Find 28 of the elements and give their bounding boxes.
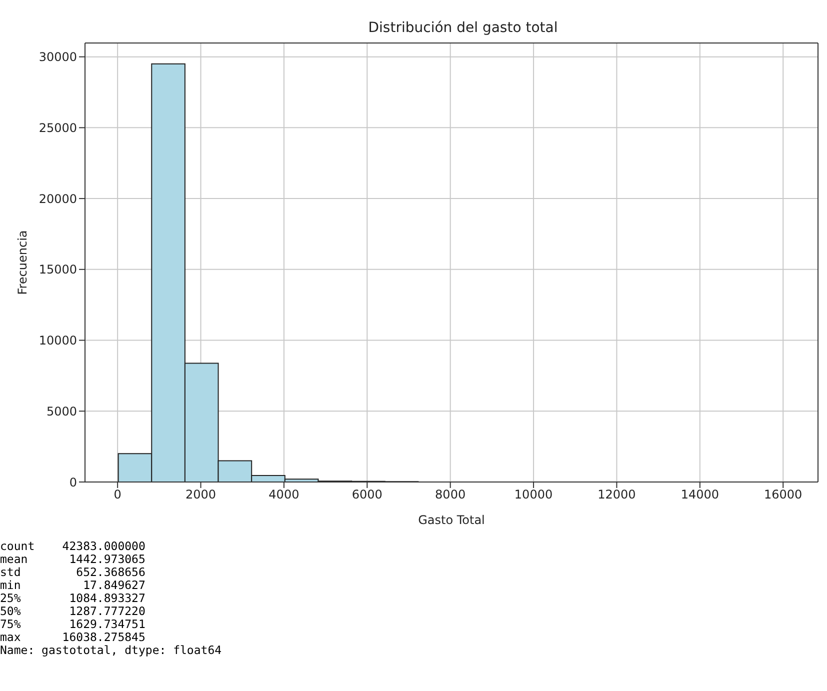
text: 75% 1629.734751 [0, 617, 146, 631]
text: 50% 1287.777220 [0, 604, 146, 618]
x-tick-label: 10000 [514, 488, 553, 502]
text: std 652.368656 [0, 565, 146, 579]
x-tick-label: 8000 [435, 488, 466, 502]
x-tick-label: 12000 [598, 488, 636, 502]
text: mean 1442.973065 [0, 552, 146, 566]
y-tick-label: 30000 [38, 50, 77, 64]
x-tick-label: 16000 [764, 488, 802, 502]
y-tick-label: 10000 [38, 334, 77, 348]
x-tick-label: 2000 [185, 488, 216, 502]
text: min 17.849627 [0, 578, 146, 592]
x-tick-label: 4000 [268, 488, 300, 502]
x-tick-label: 0 [114, 488, 122, 502]
y-axis-title: Frecuencia [15, 230, 30, 295]
y-tick-label: 20000 [38, 192, 77, 206]
y-tick-label: 15000 [38, 262, 77, 277]
y-tick-label: 0 [69, 475, 77, 490]
text: count 42383.000000 [0, 539, 146, 553]
x-tick-label: 6000 [352, 488, 382, 502]
text: Name: gastototal, dtype: float64 [0, 643, 223, 657]
text: max 16038.275845 [0, 630, 146, 644]
text: 25% 1084.893327 [0, 591, 146, 605]
x-axis-title: Gasto Total [418, 513, 485, 527]
x-tick-label: 14000 [680, 488, 720, 502]
chart-title: Distribución del gasto total [368, 20, 558, 36]
y-tick-label: 5000 [46, 404, 77, 418]
y-tick-label: 25000 [38, 120, 77, 135]
